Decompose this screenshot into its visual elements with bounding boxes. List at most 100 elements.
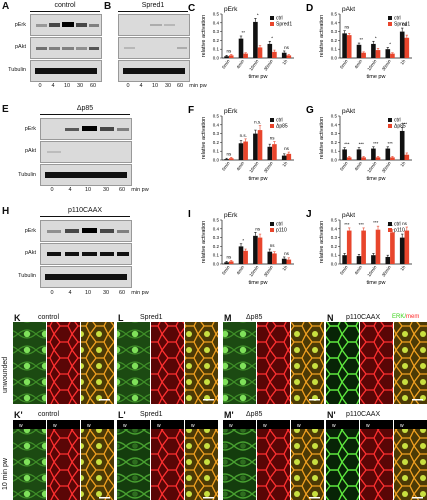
chart-title: pAkt — [342, 108, 355, 115]
bar-ctrl — [281, 52, 287, 58]
x-tick-label: 1h — [281, 264, 288, 271]
bar-treat — [272, 144, 277, 160]
x-tick-label: 30min — [381, 58, 392, 71]
chart-title: pAkt — [342, 212, 355, 219]
significance-label: *** — [344, 142, 350, 147]
bar-treat — [228, 55, 234, 58]
panel-label-n2: N' — [327, 410, 336, 420]
legend-swatch — [270, 222, 274, 226]
legend-swatch — [270, 228, 274, 232]
significance-label: ns — [284, 45, 290, 50]
micrograph-tile — [223, 322, 256, 404]
legend-entry: ctrl — [276, 222, 283, 228]
legend-swatch — [388, 222, 392, 226]
y-tick-label: 0.5 — [213, 114, 220, 119]
chart-title: pErk — [224, 108, 238, 115]
bar-ctrl — [371, 148, 376, 160]
row-label-pakt-e: pAkt — [24, 148, 36, 154]
micrograph-tile — [185, 420, 218, 500]
x-tick-label: 0min — [221, 58, 231, 69]
tick-h-unit: min pw — [131, 290, 149, 296]
panel-label-e: E — [2, 104, 9, 115]
chart-title: pErk — [224, 6, 238, 13]
legend-swatch — [270, 124, 274, 128]
y-tick-label: 0.0 — [331, 262, 338, 267]
bar-ctrl — [224, 56, 229, 58]
y-tick-label: 0.0 — [213, 262, 220, 267]
y-tick-label: 0.0 — [331, 158, 338, 163]
micrograph-tile — [81, 322, 114, 404]
row-label-unwounded: unwounded — [2, 356, 9, 393]
y-tick-label: 0.2 — [213, 140, 220, 145]
y-tick-label: 0.4 — [331, 20, 338, 25]
legend-swatch — [270, 22, 274, 26]
y-tick-label: 0.3 — [213, 235, 220, 240]
blot-h-perk — [40, 220, 132, 242]
micrograph-tile — [326, 322, 359, 404]
row-label-perk-e: pErk — [24, 126, 36, 132]
panel-label-j: J — [306, 209, 312, 220]
bar-ctrl — [342, 255, 347, 264]
x-axis-label: time pw — [249, 280, 268, 286]
wound-marker: w — [229, 423, 233, 429]
x-axis-label: time pw — [249, 74, 268, 80]
bar-treat — [375, 157, 381, 160]
significance-label: *** — [359, 222, 365, 227]
bar-ctrl — [253, 133, 258, 160]
micrograph-tile — [151, 420, 184, 500]
legend-swatch — [388, 16, 392, 20]
tick-h-3: 30 — [102, 290, 110, 296]
x-tick-label: 1h — [281, 58, 288, 65]
blot-title-e: Δp85 — [40, 105, 130, 115]
significance-label: ns — [227, 254, 233, 259]
micrograph-tile — [257, 322, 290, 404]
panel-label-b: B — [104, 1, 112, 12]
significance-label: *** — [373, 220, 379, 225]
wound-marker: w — [157, 423, 161, 429]
bar-ctrl — [356, 256, 362, 264]
significance-label: *** — [373, 141, 379, 146]
x-tick-label: 0min — [221, 160, 231, 171]
scale-bar — [203, 399, 214, 401]
legend-entry: ctrl — [394, 118, 401, 124]
tick-a-4: 60 — [89, 83, 97, 89]
bar-treat — [228, 261, 234, 264]
scale-bar — [99, 497, 110, 499]
bar-treat — [286, 259, 292, 264]
x-tick-label: 4min — [353, 160, 363, 171]
significance-label: *** — [387, 141, 393, 146]
bar-ctrl — [356, 44, 362, 58]
row-label-pakt-a: pAkt — [14, 44, 26, 50]
y-tick-label: 0.1 — [213, 47, 220, 52]
wound-region — [47, 420, 80, 429]
blot-h-timepoints: 0 4 10 30 60 min pw — [40, 290, 150, 298]
y-axis-label: relative activation — [319, 221, 325, 264]
bar-treat — [361, 157, 366, 160]
scale-bar — [309, 399, 320, 401]
y-tick-label: 0.5 — [331, 12, 338, 17]
tick-h-2: 10 — [84, 290, 92, 296]
y-tick-label: 0.3 — [331, 29, 338, 34]
panel-label-m2: M' — [224, 410, 234, 420]
panel-label-k: K — [14, 313, 21, 323]
scale-bar — [203, 497, 214, 499]
wound-region — [394, 420, 427, 429]
legend-entry: ctrl — [276, 118, 283, 124]
wound-marker: w — [263, 423, 267, 429]
blot-b-timepoints: 0 4 10 30 60 min pw — [118, 83, 206, 91]
bar-ctrl — [371, 255, 376, 264]
x-tick-label: 0min — [339, 58, 349, 69]
x-tick-label: 4min — [235, 264, 245, 275]
bar-ctrl — [342, 149, 347, 160]
y-axis-label: relative activation — [319, 117, 325, 160]
blot-title-a: control — [30, 2, 100, 12]
panel-label-m: M — [224, 313, 232, 323]
significance-label: ns — [284, 146, 290, 151]
significance-label: ns — [270, 136, 276, 141]
bar-ctrl — [267, 43, 273, 58]
legend-entry: Spred1 — [276, 22, 292, 28]
micrograph-tile — [394, 420, 427, 500]
x-tick-label: 0min — [339, 160, 349, 171]
x-tick-label: 4min — [235, 58, 245, 69]
